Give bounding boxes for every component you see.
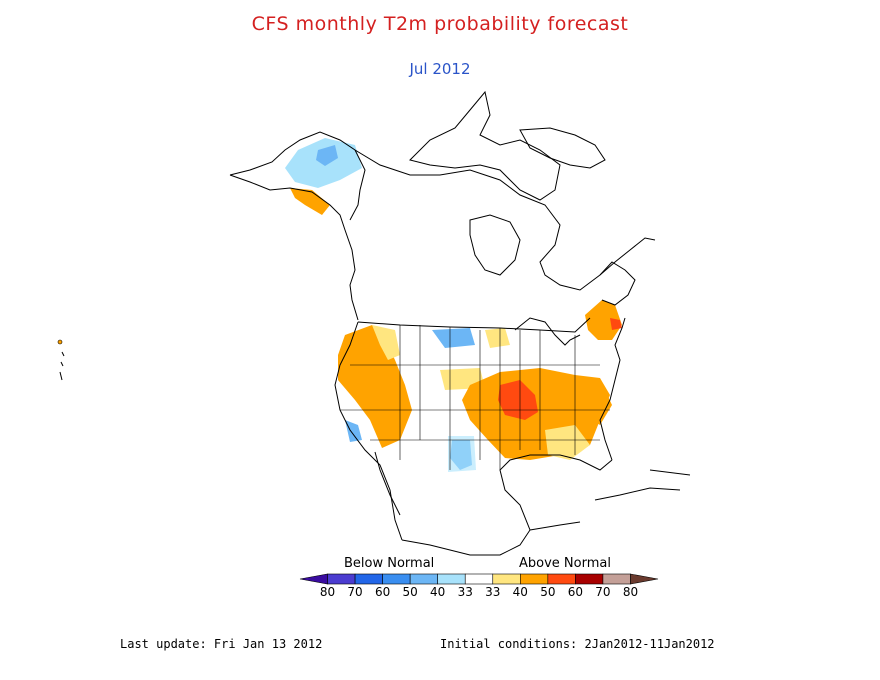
legend-tick-label: 60: [374, 585, 391, 599]
legend-tick-label: 80: [622, 585, 639, 599]
shade-alaska-above: [290, 188, 330, 215]
legend-tick-label: 40: [430, 585, 446, 599]
coast-east-canada: [599, 261, 636, 306]
coast-us-east: [599, 317, 626, 461]
legend-swatch: [437, 573, 466, 585]
shade-northeast-above: [585, 300, 622, 340]
coast-greenland: [519, 127, 606, 169]
shade-nm-below-light: [448, 436, 476, 472]
legend-tick-label: 80: [319, 585, 336, 599]
hawaii-islands: [57, 339, 65, 381]
last-update-text: Last update: Fri Jan 13 2012: [120, 637, 323, 651]
shade-northeast-core: [610, 318, 622, 330]
legend-swatch: [520, 573, 549, 585]
coast-mexico: [401, 454, 613, 556]
shade-eastcoast-above: [590, 390, 612, 425]
coast-alaska: [229, 131, 366, 321]
legend-swatch: [327, 573, 356, 585]
legend-tick-label: 60: [567, 585, 584, 599]
legend-tick-label: 50: [402, 585, 418, 599]
legend-swatch: [602, 573, 631, 585]
legend-swatch: [575, 573, 604, 585]
shade-west-light: [372, 325, 400, 360]
forecast-month: Jul 2012: [409, 60, 471, 78]
coast-hudson-bay: [469, 214, 521, 276]
legend-swatch: [492, 573, 521, 585]
legend-tick-label: 40: [512, 585, 528, 599]
coast-arctic: [354, 149, 656, 291]
initial-conditions-text: Initial conditions: 2Jan2012-11Jan2012: [440, 637, 715, 651]
chart-title: CFS monthly T2m probability forecast: [251, 13, 629, 35]
probability-shading: [285, 138, 622, 472]
legend-tick-label: 70: [595, 585, 611, 599]
shade-west-above: [338, 325, 412, 448]
legend-swatch: [630, 573, 659, 585]
legend-swatch: [547, 573, 576, 585]
legend-swatch: [354, 573, 383, 585]
legend-tick-label: 33: [485, 585, 501, 599]
legend-swatch: [299, 573, 328, 585]
legend-swatch: [382, 573, 411, 585]
shade-plains-below: [432, 328, 475, 348]
coast-arctic-islands: [409, 90, 561, 201]
legend-tick-label: 50: [540, 585, 556, 599]
coast-caribbean: [594, 469, 691, 501]
shade-lakes-light: [485, 328, 510, 348]
legend-above-label: Above Normal: [519, 556, 611, 571]
coast-us-west: [334, 321, 403, 541]
legend-below-label: Below Normal: [344, 556, 435, 571]
legend-tick-label: 33: [457, 585, 473, 599]
land-outlines: [229, 90, 691, 556]
shade-alaska-below-core: [316, 145, 338, 166]
great-lakes: [514, 317, 581, 346]
legend-swatch: [464, 573, 494, 585]
legend-tick-label: 70: [347, 585, 363, 599]
coast-baja: [374, 451, 401, 516]
coast-central-america: [529, 521, 581, 531]
legend-swatch: [409, 573, 438, 585]
shade-southeast-light: [545, 425, 590, 460]
shade-sw-below: [345, 420, 362, 442]
state-borders: [340, 325, 610, 470]
